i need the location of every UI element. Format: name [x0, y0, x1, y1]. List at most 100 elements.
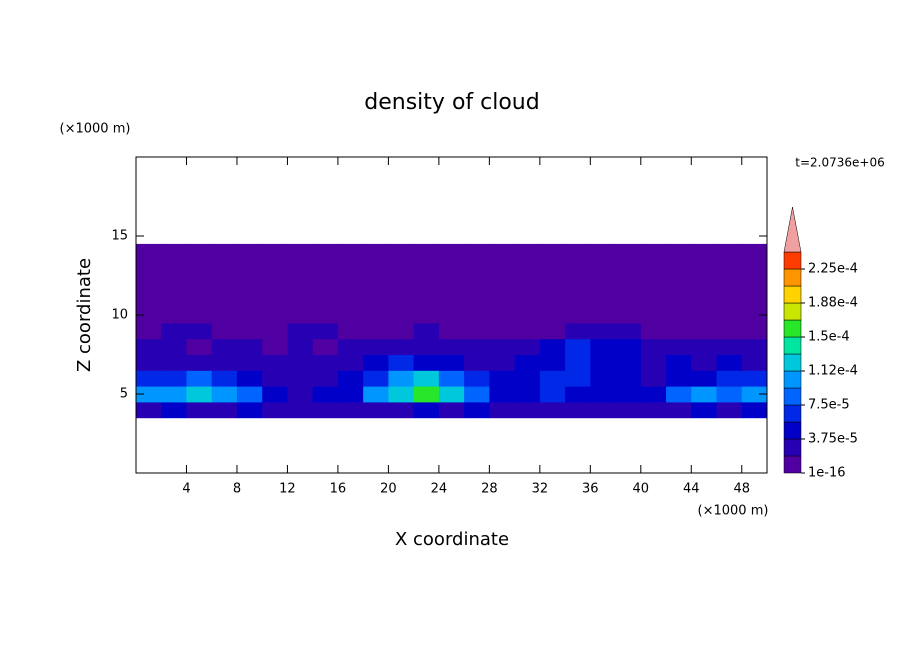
field-cell — [464, 322, 490, 340]
field-cell — [262, 370, 288, 387]
field-cell — [691, 338, 718, 355]
field-cell — [136, 401, 162, 419]
colorbar-band — [783, 302, 802, 321]
colorbar-tick-label: 1e-16 — [808, 466, 846, 481]
field-cell — [312, 401, 339, 419]
field-cell — [666, 354, 692, 371]
field-cell — [514, 401, 541, 419]
field-cell — [262, 338, 288, 355]
field-cell — [211, 338, 238, 355]
field-cell — [615, 370, 642, 387]
field-cell — [640, 322, 667, 340]
field-cell — [262, 354, 288, 371]
x-tick-label: 40 — [633, 482, 650, 497]
field-cell — [640, 370, 667, 387]
field-cell — [337, 386, 364, 403]
field-cell — [741, 354, 768, 371]
field-cell — [413, 386, 440, 403]
field-cell — [539, 386, 566, 403]
field-cell — [741, 370, 768, 387]
field-cell — [640, 354, 667, 371]
field-cell — [413, 322, 440, 340]
field-cell — [615, 401, 642, 419]
colorbar-band — [783, 336, 802, 355]
field-cell — [363, 386, 389, 403]
field-cell — [312, 243, 339, 324]
field-cell — [716, 354, 743, 371]
field-cell — [666, 386, 692, 403]
field-cell — [236, 354, 263, 371]
field-cell — [691, 354, 718, 371]
field-cell — [666, 322, 692, 340]
field-cell — [590, 386, 617, 403]
field-cell — [161, 370, 187, 387]
field-cell — [161, 243, 187, 324]
field-cell — [514, 322, 541, 340]
field-cell — [438, 243, 465, 324]
field-cell — [388, 370, 415, 387]
field-cell — [590, 322, 617, 340]
field-cell — [312, 386, 339, 403]
field-cell — [438, 386, 465, 403]
field-cell — [287, 370, 314, 387]
field-cell — [489, 354, 516, 371]
field-cell — [236, 243, 263, 324]
field-cell — [489, 243, 516, 324]
field-cell — [590, 354, 617, 371]
y-tick-label: 10 — [111, 308, 128, 323]
field-cell — [161, 338, 187, 355]
field-cell — [413, 354, 440, 371]
x-tick-label: 24 — [431, 482, 448, 497]
field-cell — [136, 322, 162, 340]
field-cell — [514, 243, 541, 324]
field-cell — [464, 338, 490, 355]
field-cell — [464, 370, 490, 387]
colorbar-band — [783, 421, 802, 440]
field-cell — [640, 386, 667, 403]
y-unit: (×1000 m) — [60, 122, 131, 137]
x-tick-label: 44 — [683, 482, 700, 497]
field-cell — [565, 370, 591, 387]
field-cell — [287, 386, 314, 403]
field-cell — [741, 401, 768, 419]
x-tick-label: 28 — [481, 482, 498, 497]
x-unit: (×1000 m) — [698, 504, 769, 519]
field-cell — [262, 243, 288, 324]
x-tick-label: 8 — [233, 482, 241, 497]
field-cell — [337, 243, 364, 324]
field-cell — [312, 338, 339, 355]
field-cell — [590, 401, 617, 419]
field-cell — [464, 386, 490, 403]
y-tick-label: 5 — [120, 387, 128, 402]
field-cell — [590, 370, 617, 387]
field-cell — [236, 370, 263, 387]
field-cell — [136, 243, 162, 324]
field-cell — [236, 338, 263, 355]
field-cell — [186, 243, 213, 324]
colorbar-band — [783, 370, 802, 389]
field-cell — [489, 401, 516, 419]
field-cell — [539, 401, 566, 419]
field-cell — [539, 338, 566, 355]
colorbar-tick-label: 1.12e-4 — [808, 364, 858, 379]
field-cell — [438, 322, 465, 340]
field-cell — [640, 338, 667, 355]
field-cell — [615, 354, 642, 371]
field-cell — [211, 401, 238, 419]
field-cell — [413, 338, 440, 355]
field-cell — [741, 322, 768, 340]
field-cell — [691, 386, 718, 403]
field-cell — [489, 338, 516, 355]
field-cell — [666, 338, 692, 355]
field-cell — [539, 243, 566, 324]
field-cell — [741, 243, 768, 324]
y-axis-label: Z coordinate — [74, 258, 95, 372]
field-cell — [489, 322, 516, 340]
field-cell — [565, 401, 591, 419]
field-cell — [186, 386, 213, 403]
field-cell — [186, 370, 213, 387]
field-cell — [211, 354, 238, 371]
field-cell — [489, 370, 516, 387]
x-tick-label: 36 — [582, 482, 599, 497]
field-cell — [565, 354, 591, 371]
